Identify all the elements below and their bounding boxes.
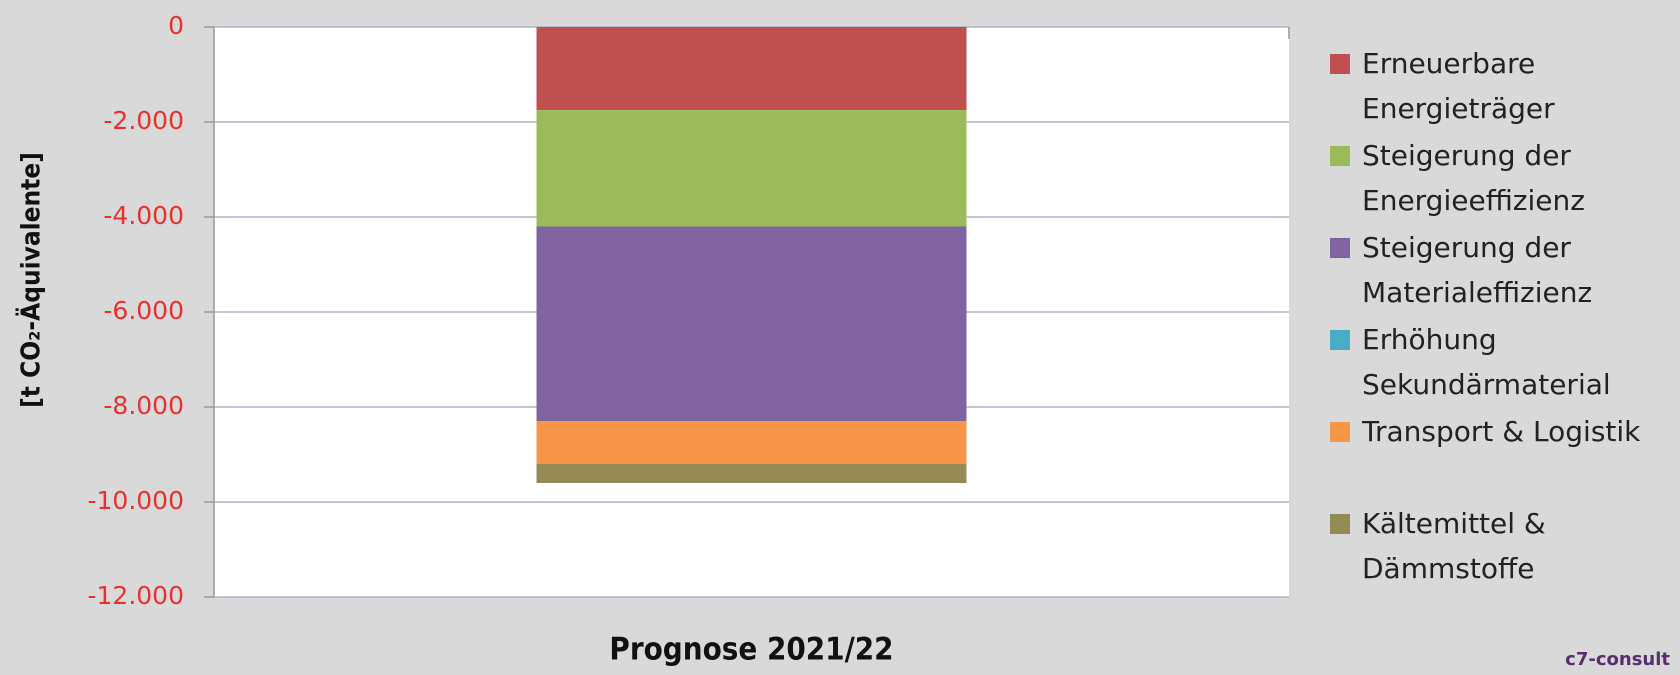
y-tick-label: -2.000	[103, 106, 184, 135]
legend-swatch	[1330, 54, 1350, 74]
legend-item: Erhöhung Sekundärmaterial	[1330, 317, 1680, 409]
legend-label: Steigerung der Energieeffizienz	[1362, 139, 1585, 217]
legend-item: Transport & Logistik	[1330, 409, 1680, 501]
legend-item: Erneuerbare Energieträger	[1330, 41, 1680, 133]
legend-label: Erhöhung Sekundärmaterial	[1362, 323, 1611, 401]
legend-item: Kältemittel & Dämmstoffe	[1330, 501, 1680, 593]
legend-swatch	[1330, 422, 1350, 442]
y-axis-label: [t CO₂-Äquivalente]	[15, 152, 47, 408]
y-tick-label: 0	[168, 11, 184, 40]
legend-swatch	[1330, 330, 1350, 350]
bar-segment	[536, 110, 967, 227]
bar-segment	[536, 226, 967, 422]
y-tick-label: -10.000	[88, 486, 185, 515]
logo: c7-consult	[1565, 649, 1670, 670]
legend-swatch	[1330, 146, 1350, 166]
y-tick-label: -4.000	[103, 201, 184, 230]
legend-label: Kältemittel & Dämmstoffe	[1362, 507, 1546, 585]
legend-label: Steigerung der Materialeffizienz	[1362, 231, 1593, 309]
legend-label: Transport & Logistik	[1362, 415, 1641, 448]
legend-item: Steigerung der Energieeffizienz	[1330, 133, 1680, 225]
bar-segment	[536, 464, 967, 483]
y-tick-label: -12.000	[88, 581, 185, 610]
legend-item: Steigerung der Materialeffizienz	[1330, 225, 1680, 317]
y-tick-label: -6.000	[103, 296, 184, 325]
bar-segment	[536, 421, 967, 464]
legend-label: Erneuerbare Energieträger	[1362, 47, 1555, 125]
bar-segment	[536, 27, 967, 111]
legend-swatch	[1330, 514, 1350, 534]
x-tick-label: Prognose 2021/22	[609, 632, 893, 668]
legend-swatch	[1330, 238, 1350, 258]
y-tick-label: -8.000	[103, 391, 184, 420]
